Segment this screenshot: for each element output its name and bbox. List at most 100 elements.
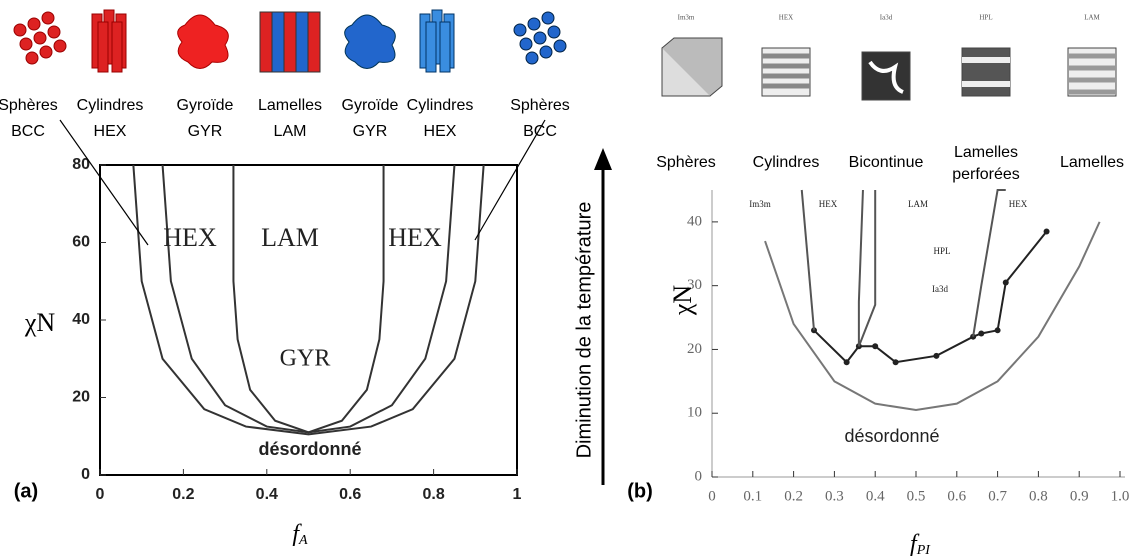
- y-tick-label: 60: [72, 234, 90, 251]
- phase-boundary: [232, 165, 385, 434]
- x-tick-label: 0.4: [866, 488, 885, 504]
- phase-boundary: [800, 189, 815, 331]
- panel-label: (a): [14, 480, 38, 502]
- structure-code: HEX: [779, 14, 793, 22]
- y-tick-label: 30: [687, 277, 702, 293]
- region-label: HEX: [163, 223, 217, 252]
- structure-name: Gyroïde: [177, 97, 234, 114]
- y-tick-label: 40: [72, 311, 90, 328]
- region-label: désordonné: [258, 439, 361, 459]
- x-tick-label: 0.8: [1029, 488, 1048, 504]
- x-tick-label: 1.0: [1111, 488, 1130, 504]
- structure-name: Cylindres: [753, 154, 820, 171]
- data-point: [1002, 279, 1009, 286]
- phase-boundary: [972, 189, 1006, 337]
- pointer-arrow: [474, 119, 546, 241]
- panel: 0 0.1 0.2 0.3 0.4 0.5 0.6 0.7 0.8 0.9 1.0 0 10 20 30 40…: [627, 14, 1129, 558]
- phase-boundary: [161, 164, 456, 434]
- region-label: GYR: [280, 346, 331, 372]
- y-axis-label: χN: [24, 308, 56, 337]
- phase-boundary: [764, 221, 1101, 412]
- y-tick-label: 20: [687, 341, 702, 357]
- y-tick-label: 40: [687, 213, 702, 229]
- structure-code: GYR: [353, 123, 388, 140]
- region-label: HEX: [1009, 199, 1028, 209]
- x-tick-label: 0.2: [784, 488, 803, 504]
- structure-code: LAM: [1084, 14, 1100, 22]
- region-label: HEX: [819, 199, 838, 209]
- pointer-arrow: [59, 119, 149, 246]
- x-tick-label: 0.2: [172, 486, 194, 503]
- data-point: [843, 359, 850, 366]
- x-tick-label: 0: [96, 486, 105, 503]
- plot-frame: [99, 164, 518, 476]
- structure-name: Lamelles: [258, 97, 322, 114]
- x-tick-label: 0.6: [947, 488, 966, 504]
- x-label-base: f: [910, 531, 920, 557]
- structure-name: Bicontinue: [849, 154, 924, 171]
- structure-code: BCC: [11, 123, 45, 140]
- x-tick-label: 0.7: [988, 488, 1007, 504]
- structure-name: Sphères: [656, 154, 716, 171]
- x-label-base: f: [292, 521, 302, 547]
- structure-name: Gyroïde: [342, 97, 399, 114]
- structure-name: Lamelles perforées: [952, 144, 1020, 183]
- structure-code: Ia3d: [880, 14, 893, 22]
- region-label: LAM: [908, 199, 928, 209]
- structure-name: Sphères: [0, 97, 58, 114]
- data-point: [892, 359, 899, 366]
- data-point: [1043, 228, 1050, 235]
- icons-b: [661, 37, 1117, 101]
- x-axis-label: fPI: [910, 531, 931, 558]
- x-tick-label: 1: [513, 486, 522, 503]
- structure-code: HPL: [979, 14, 992, 22]
- y-tick-label: 80: [72, 156, 90, 173]
- phase-boundary: [813, 230, 1048, 364]
- structure-name-line: Lamelles: [954, 144, 1018, 161]
- x-tick-label: 0.5: [907, 488, 926, 504]
- x-tick-label: 0.6: [339, 486, 361, 503]
- phase-boundary: [132, 164, 485, 436]
- data-point: [994, 327, 1001, 334]
- x-tick-label: 0.1: [743, 488, 762, 504]
- structure-name: Lamelles: [1060, 154, 1124, 171]
- x-tick-label: 0.3: [825, 488, 844, 504]
- structure-name: Cylindres: [77, 97, 144, 114]
- x-tick-label: 0: [708, 488, 716, 504]
- x-label-sub: PI: [916, 543, 932, 558]
- y-tick-label: 20: [72, 389, 90, 406]
- x-tick-label: 0.8: [422, 486, 444, 503]
- structure-code: Im3m: [678, 14, 695, 22]
- structure-code: HEX: [424, 123, 457, 140]
- region-label: Im3m: [749, 199, 771, 209]
- structure-name: Cylindres: [407, 97, 474, 114]
- x-tick-label: 0.4: [256, 486, 278, 503]
- y-tick-label: 0: [81, 466, 90, 483]
- x-label-sub: A: [298, 533, 308, 548]
- structure-code: GYR: [188, 123, 223, 140]
- data-point: [872, 343, 879, 350]
- data-point: [933, 352, 940, 359]
- y-tick-label: 10: [687, 405, 702, 421]
- structure-code: BCC: [523, 123, 557, 140]
- data-point: [978, 330, 985, 337]
- region-label: LAM: [261, 223, 319, 252]
- panel-label: (b): [627, 480, 653, 502]
- y-axis-label: χN: [668, 285, 697, 317]
- x-axis-label: fA: [292, 521, 308, 549]
- icons-a: [13, 9, 567, 73]
- region-label: Ia3d: [932, 284, 948, 294]
- phase-boundary: [857, 189, 877, 347]
- structure-name-line: perforées: [952, 166, 1020, 183]
- region-label: HEX: [388, 223, 442, 252]
- temperature-arrow: Diminution de la température: [573, 148, 612, 485]
- region-label: HPL: [933, 246, 950, 256]
- region-label: désordonné: [844, 426, 939, 446]
- structure-code: LAM: [274, 123, 307, 140]
- y-tick-label: 0: [695, 468, 703, 484]
- structure-name: Sphères: [510, 97, 570, 114]
- structure-code: HEX: [94, 123, 127, 140]
